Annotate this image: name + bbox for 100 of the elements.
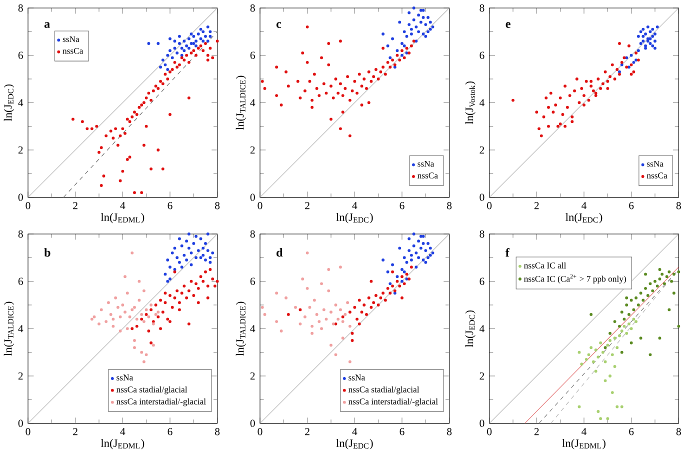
y-axis-title: ln(J$_{EDC}$): [465, 310, 476, 348]
point: [616, 346, 619, 350]
point: [173, 46, 176, 50]
point: [187, 46, 190, 50]
point: [190, 42, 193, 45]
point: [178, 237, 181, 240]
point: [646, 25, 650, 28]
point: [570, 120, 574, 124]
y-tick-label: 6: [480, 278, 484, 285]
point: [636, 304, 640, 306]
point: [644, 44, 647, 48]
point: [116, 306, 120, 309]
point: [587, 98, 590, 102]
point: [204, 34, 207, 38]
point: [372, 301, 376, 304]
point: [625, 296, 628, 300]
point: [206, 284, 210, 288]
y-tick-label: 8: [250, 4, 255, 12]
point: [568, 94, 572, 98]
point: [606, 80, 610, 83]
point: [428, 246, 432, 250]
point: [400, 268, 404, 271]
point: [410, 266, 413, 269]
y-tick-label: 4: [480, 99, 484, 106]
y-axis-title: ln(J$_{EDC}$): [4, 84, 14, 122]
point: [428, 254, 432, 257]
point: [182, 254, 186, 257]
point: [604, 346, 607, 350]
point: [275, 292, 278, 295]
point: [578, 101, 581, 104]
x-tick-label: 6: [629, 428, 634, 436]
point: [622, 324, 626, 328]
point: [610, 391, 614, 394]
point: [422, 16, 425, 19]
point: [578, 405, 581, 408]
point: [414, 40, 418, 43]
point: [138, 298, 141, 302]
point: [405, 34, 408, 38]
point: [173, 268, 176, 271]
point: [202, 280, 205, 283]
point: [564, 124, 567, 128]
point: [190, 263, 193, 266]
x-tick-label: 8: [676, 202, 681, 210]
point: [594, 92, 598, 95]
point: [620, 63, 624, 66]
point: [672, 272, 676, 276]
point: [98, 322, 100, 326]
x-tick-label: 6: [168, 428, 172, 436]
point: [424, 34, 428, 38]
y-tick-label: 2: [250, 372, 255, 380]
point: [584, 358, 588, 361]
point: [358, 298, 361, 302]
point: [582, 104, 586, 106]
point: [192, 34, 196, 38]
legend-label: nssCa interstadial/-glacial: [348, 398, 438, 406]
point: [627, 44, 630, 48]
point: [135, 324, 138, 328]
point: [284, 296, 288, 300]
point: [668, 270, 671, 274]
point: [280, 330, 283, 332]
y-tick-label: 4: [250, 325, 256, 332]
point: [142, 360, 146, 364]
x-tick-label: 8: [676, 428, 681, 436]
point: [566, 106, 569, 109]
point: [651, 34, 654, 38]
point: [634, 320, 638, 324]
x-tick-label: 8: [215, 202, 220, 210]
point: [306, 286, 309, 290]
point: [310, 332, 314, 335]
x-axis-title: ln(J$_{EDML}$): [562, 439, 606, 450]
point: [426, 256, 430, 260]
x-tick-label: 0: [26, 428, 30, 436]
point: [187, 246, 190, 250]
point: [648, 37, 652, 40]
y-tick-label: 6: [18, 278, 23, 285]
point: [310, 324, 314, 328]
point: [414, 266, 418, 269]
point: [100, 308, 103, 312]
point: [142, 320, 146, 324]
point: [173, 270, 176, 274]
point: [206, 249, 210, 252]
annotation: d: [276, 248, 283, 257]
point: [334, 353, 338, 356]
point: [412, 6, 416, 10]
y-axis-title: ln(J$_{Vostok}$): [465, 81, 476, 124]
point: [150, 308, 153, 312]
x-tick-label: 8: [215, 428, 220, 436]
point: [644, 32, 647, 36]
point: [147, 330, 150, 332]
legend-label: nssCa stadial/glacial: [348, 386, 420, 394]
point: [402, 270, 406, 274]
x-tick-label: 2: [534, 428, 539, 436]
y-tick-label: 6: [18, 52, 23, 59]
point: [192, 294, 196, 297]
point: [561, 113, 564, 116]
x-axis-title: ln(J$_{EDC}$): [336, 213, 373, 224]
point: [625, 304, 628, 306]
point: [552, 110, 555, 114]
point: [648, 30, 652, 34]
point: [547, 124, 550, 128]
